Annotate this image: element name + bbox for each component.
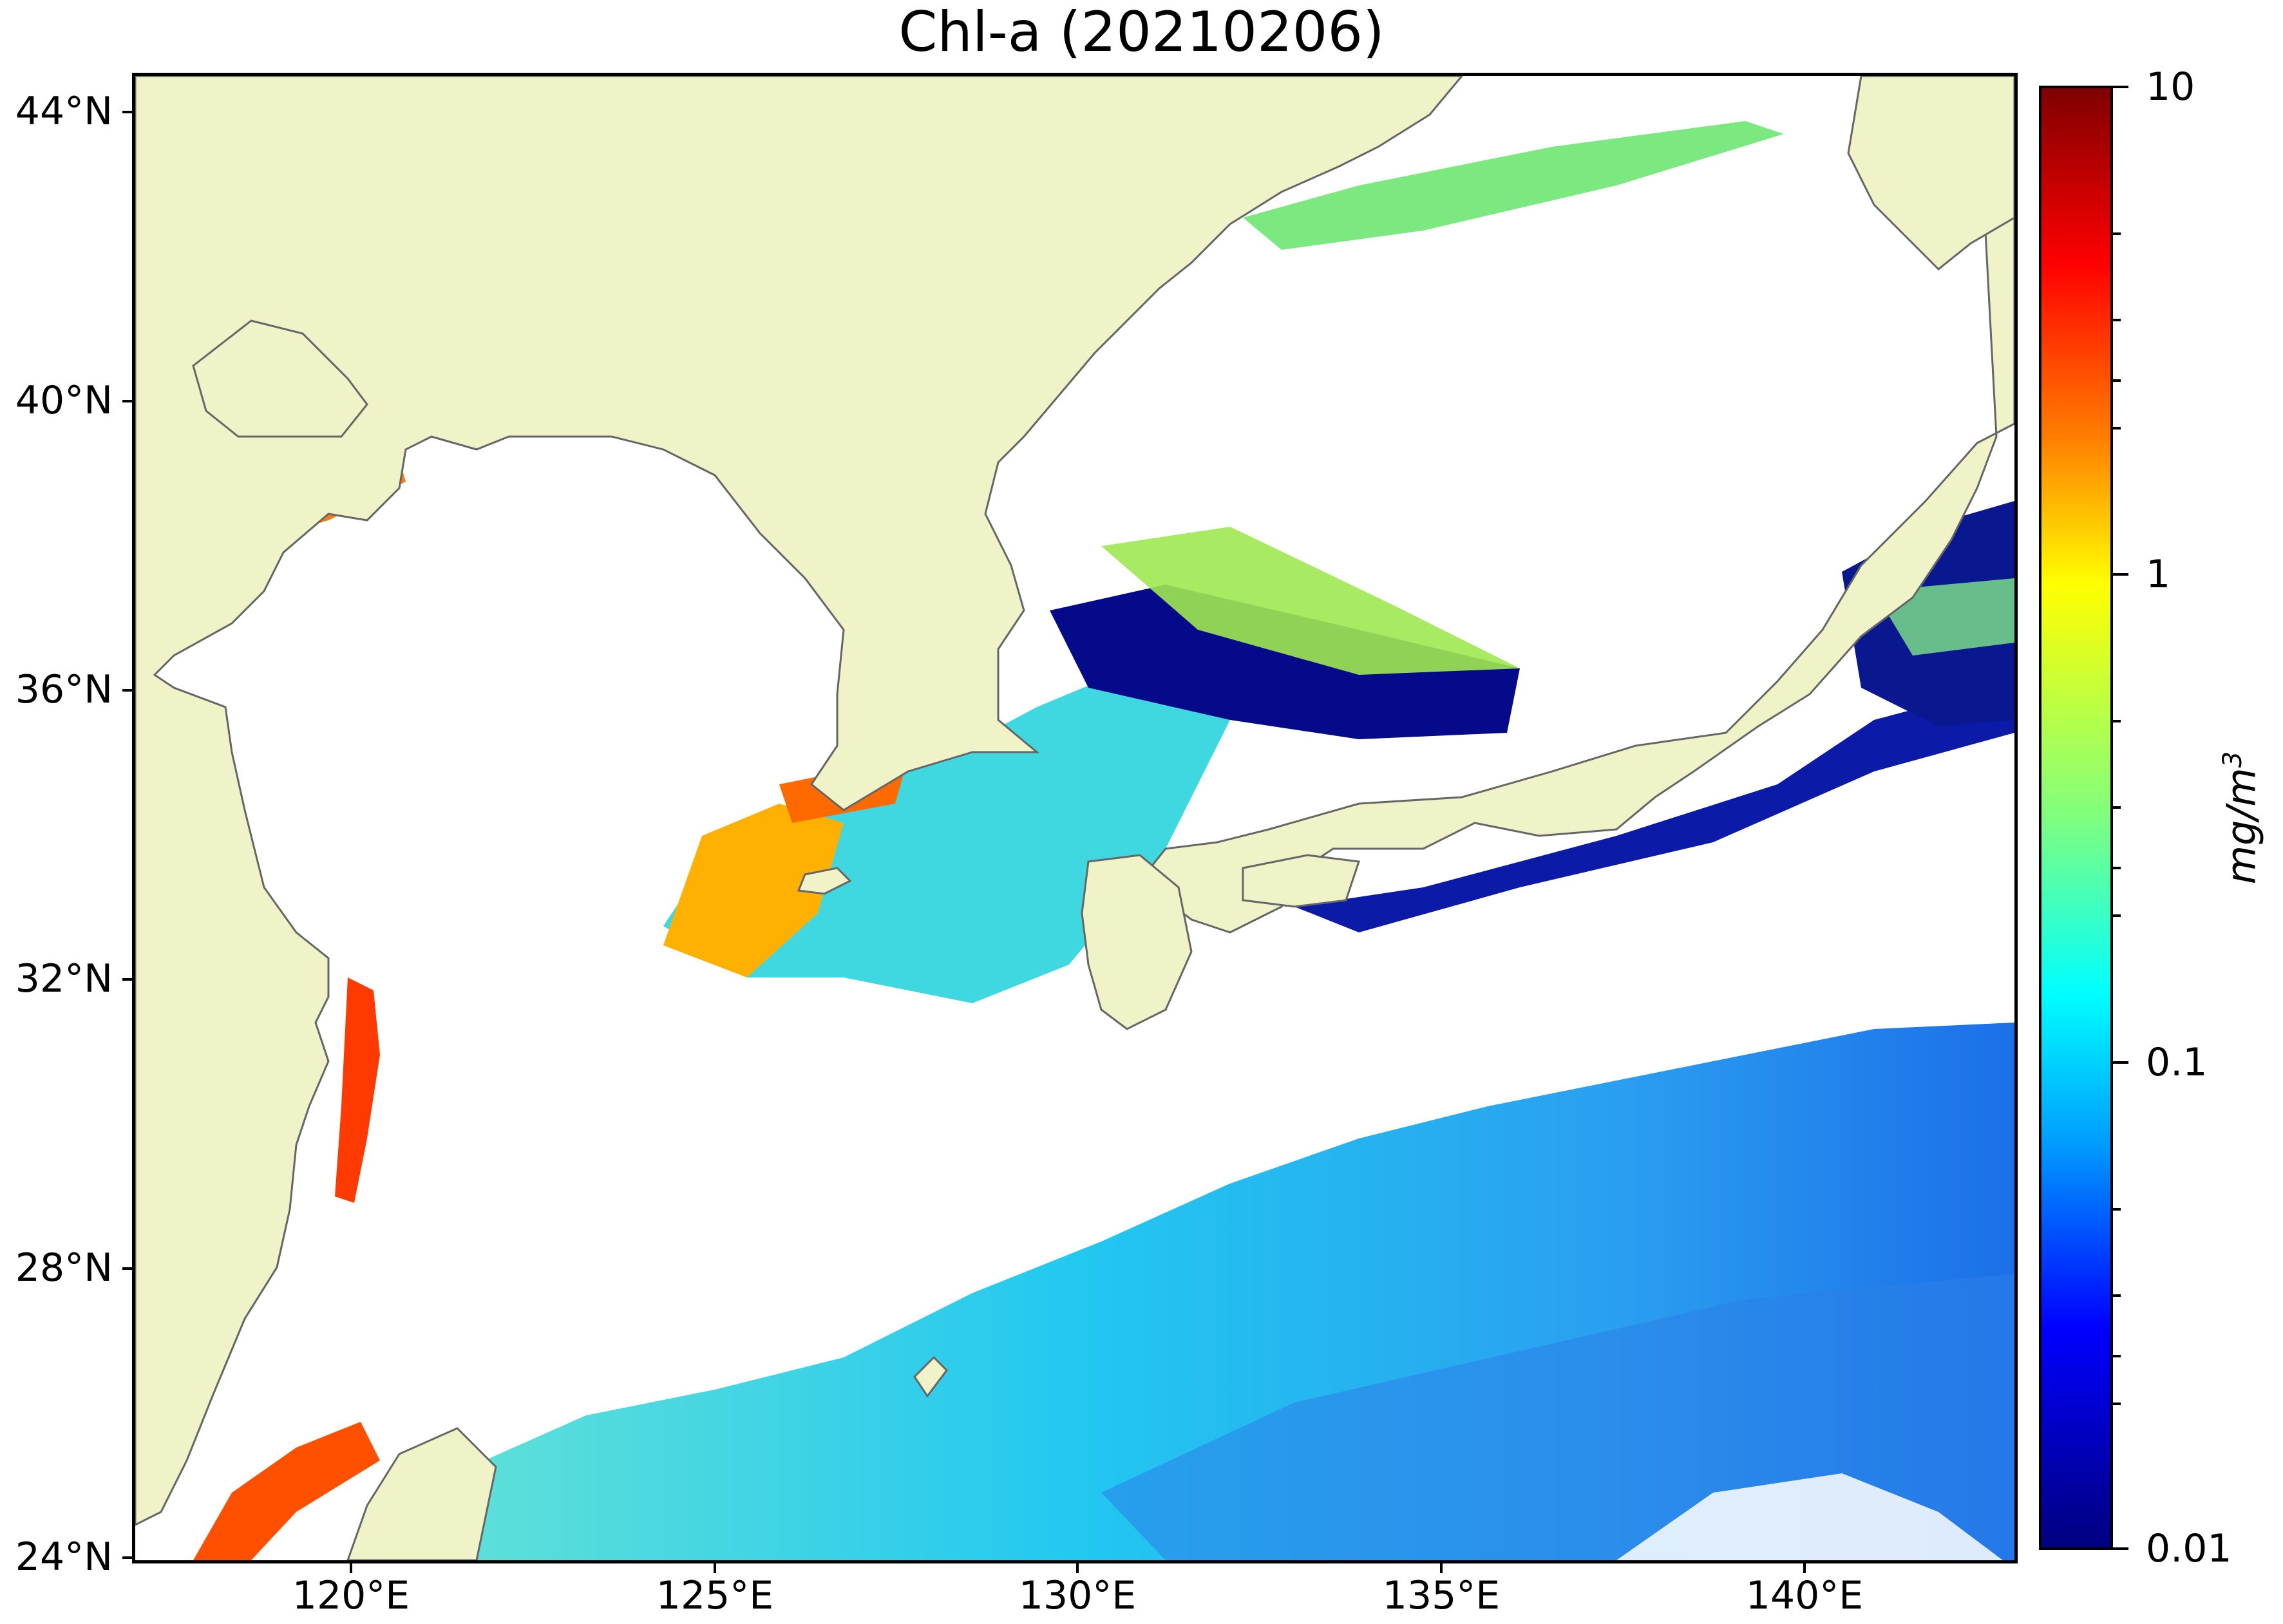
lon-tick <box>1076 1563 1079 1573</box>
asian-mainland <box>135 76 1463 1526</box>
colorbar-minor-tick <box>2113 319 2121 321</box>
colorbar-major-tick <box>2113 86 2128 88</box>
colorbar-unit-text: mg/m <box>2217 768 2265 885</box>
lat-tick <box>122 1267 132 1270</box>
shikoku-land <box>1242 854 1361 908</box>
lon-label-125e: 125°E <box>656 1573 774 1618</box>
colorbar-minor-tick <box>2113 720 2121 722</box>
colorbar-major-tick <box>2113 1547 2128 1550</box>
jeju-island <box>797 867 852 895</box>
map-title: Chl-a (20210206) <box>898 0 1385 64</box>
taiwan-strait-high-chl <box>193 1422 380 1560</box>
map-frame <box>132 73 2018 1563</box>
taiwan-land <box>346 1427 497 1560</box>
colorbar-unit-superscript: 3 <box>2217 751 2248 768</box>
colorbar-minor-tick <box>2113 1294 2121 1297</box>
yellow-sea-high-chl <box>663 804 844 977</box>
colorbar-label-0-01: 0.01 <box>2146 1526 2232 1571</box>
colorbar-minor-tick <box>2113 232 2121 235</box>
colorbar-unit-label: mg/m3 <box>2218 751 2265 885</box>
colorbar-label-0-1: 0.1 <box>2146 1040 2208 1085</box>
china-coast-red-strip <box>335 977 380 1203</box>
lon-tick <box>714 1563 716 1573</box>
colorbar-minor-tick <box>2113 379 2121 382</box>
sea-of-japan-green-patch <box>1101 527 1520 675</box>
colorbar-minor-tick <box>2113 1355 2121 1357</box>
colorbar-minor-tick <box>2113 427 2121 430</box>
colorbar-minor-tick <box>2113 867 2121 869</box>
hokkaido-land <box>1847 76 2014 271</box>
lat-tick <box>122 111 132 113</box>
chlorophyll-map <box>135 76 2014 1560</box>
lat-label-44n: 44°N <box>15 89 113 134</box>
lon-tick <box>1803 1563 1806 1573</box>
japan-honshu-land <box>1138 76 2014 934</box>
colorbar-minor-tick <box>2113 914 2121 917</box>
colorbar <box>2039 86 2113 1550</box>
lat-tick <box>122 1556 132 1559</box>
lon-tick <box>350 1563 352 1573</box>
colorbar-minor-tick <box>2113 1402 2121 1405</box>
lat-tick <box>122 978 132 981</box>
colorbar-major-tick <box>2113 1061 2128 1064</box>
southern-ocean-white-cloud <box>1616 1473 2003 1560</box>
lat-label-36n: 36°N <box>15 667 113 712</box>
lon-label-140e: 140°E <box>1745 1573 1864 1618</box>
sea-of-japan-low-chl <box>1050 585 1520 739</box>
lon-label-135e: 135°E <box>1382 1573 1501 1618</box>
lat-label-28n: 28°N <box>15 1245 113 1290</box>
kyushu-land <box>1081 854 1193 1030</box>
lat-label-40n: 40°N <box>15 378 113 423</box>
colorbar-minor-tick <box>2113 1208 2121 1211</box>
lat-tick <box>122 689 132 692</box>
colorbar-minor-tick <box>2113 806 2121 809</box>
northern-sea-chl <box>1243 121 1784 250</box>
liaodong-peninsula-land <box>192 319 368 438</box>
lat-tick <box>122 400 132 402</box>
lon-label-120e: 120°E <box>292 1573 410 1618</box>
colorbar-label-10: 10 <box>2146 64 2195 109</box>
lat-label-32n: 32°N <box>15 956 113 1001</box>
lon-label-130e: 130°E <box>1018 1573 1137 1618</box>
colorbar-major-tick <box>2113 573 2128 576</box>
lat-label-24n: 24°N <box>15 1534 113 1580</box>
lon-tick <box>1440 1563 1443 1573</box>
colorbar-label-1: 1 <box>2146 552 2171 597</box>
okinawa-island <box>913 1355 948 1398</box>
